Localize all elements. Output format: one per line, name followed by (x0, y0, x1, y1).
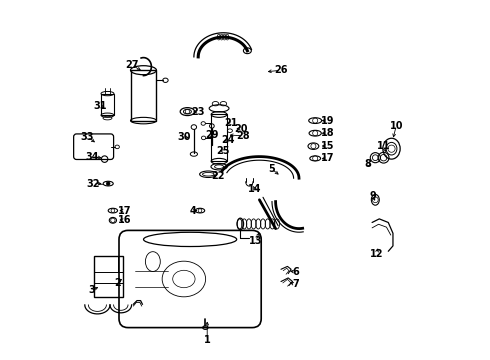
Text: 28: 28 (236, 131, 250, 141)
Text: 4: 4 (190, 206, 196, 216)
Text: 1: 1 (204, 335, 211, 345)
Text: 12: 12 (369, 249, 383, 259)
Text: 5: 5 (269, 164, 275, 174)
Circle shape (106, 182, 110, 185)
Text: 15: 15 (321, 141, 335, 151)
Text: 11: 11 (377, 141, 391, 151)
Text: 19: 19 (321, 116, 335, 126)
Text: 25: 25 (217, 146, 230, 156)
Text: 30: 30 (177, 132, 191, 142)
Text: 17: 17 (321, 153, 335, 163)
Text: 26: 26 (274, 65, 288, 75)
Text: 27: 27 (125, 60, 138, 70)
Text: 23: 23 (192, 107, 205, 117)
Text: 29: 29 (205, 130, 219, 140)
Text: 8: 8 (364, 159, 371, 169)
Text: 16: 16 (118, 215, 131, 225)
Text: 24: 24 (221, 135, 235, 145)
Bar (94, 256, 122, 297)
Text: 21: 21 (224, 118, 238, 128)
Text: 17: 17 (118, 206, 131, 216)
Text: 9: 9 (369, 191, 376, 201)
Text: 22: 22 (211, 171, 225, 181)
Bar (130, 70, 156, 121)
Bar (211, 114, 227, 161)
Text: 6: 6 (292, 267, 299, 277)
Text: 20: 20 (235, 123, 248, 134)
Text: 18: 18 (321, 128, 335, 138)
Text: 31: 31 (94, 101, 107, 111)
Text: 32: 32 (86, 179, 100, 189)
Text: 34: 34 (85, 152, 99, 162)
Text: 33: 33 (80, 132, 94, 142)
Text: 7: 7 (292, 279, 299, 289)
Text: 10: 10 (390, 121, 403, 131)
Text: 2: 2 (114, 278, 121, 288)
Text: 3: 3 (89, 285, 96, 295)
Text: 14: 14 (248, 184, 262, 194)
Text: 13: 13 (249, 236, 263, 246)
Bar (101, 94, 114, 115)
